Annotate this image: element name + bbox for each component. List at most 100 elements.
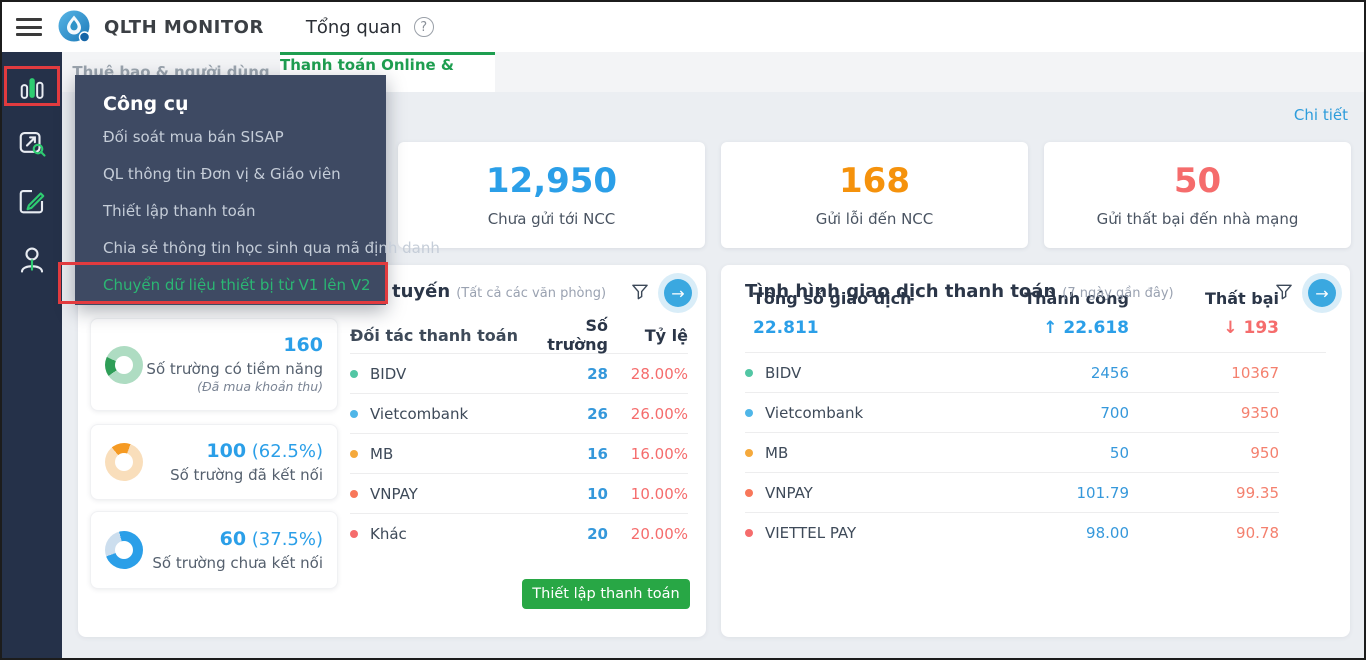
filter-icon[interactable] xyxy=(1274,282,1294,302)
kpi-card-potential-schools: 160 Số trường có tiềm năng (Đã mua khoản… xyxy=(90,318,338,411)
table-row: VNPAY 10 10.00% xyxy=(350,473,688,513)
rate-value: 28.00% xyxy=(630,364,688,383)
header-school-count: Số trường xyxy=(547,316,608,354)
series-dot xyxy=(350,409,358,418)
fail-count: 99.35 xyxy=(1236,483,1279,502)
success-count: 50 xyxy=(1109,443,1129,462)
series-dot xyxy=(745,488,753,497)
success-count: 98.00 xyxy=(1086,524,1129,542)
kpi-label: Số trường đã kết nối xyxy=(170,465,323,484)
table-row: MB 16 16.00% xyxy=(350,433,688,473)
arrow-down-icon: ↓ xyxy=(1223,318,1238,338)
partner-table: Đối tác thanh toán Số trường Tỷ lệ BIDV … xyxy=(350,316,688,553)
kpi-text: 160 Số trường có tiềm năng (Đã mua khoản… xyxy=(143,333,323,396)
arrow-right-icon: → xyxy=(671,283,685,303)
sidebar-item-user-icon[interactable] xyxy=(2,238,62,280)
panel-go-button[interactable]: → xyxy=(664,279,692,307)
tab-payment-online-sms[interactable]: Thanh toán Online & SMS xyxy=(280,52,495,92)
stat-value: 168 xyxy=(839,161,910,202)
table-row: VNPAY 101.79 99.35 xyxy=(745,473,1279,513)
divider xyxy=(745,352,1326,353)
donut-chart-not-connected xyxy=(105,531,143,569)
summary-labels: Tổng số giao dịch Thành công Thất bại xyxy=(721,289,1350,308)
app-title: QLTH MONITOR xyxy=(104,16,264,38)
app-logo xyxy=(58,10,91,43)
stat-label: Gửi thất bại đến nhà mạng xyxy=(1096,209,1299,228)
transactions-panel: Tình hình giao dịch thanh toán (7 ngày gầ… xyxy=(721,265,1350,637)
partner-table-header: Đối tác thanh toán Số trường Tỷ lệ xyxy=(350,316,688,354)
main-content: Chi tiết 12,950 Chưa gửi tới NCC 168 Gửi… xyxy=(62,92,1364,658)
kpi-note: (Đã mua khoản thu) xyxy=(197,379,323,394)
table-row: Vietcombank 26 26.00% xyxy=(350,393,688,433)
kpi-suffix: (37.5%) xyxy=(246,529,323,551)
success-value: 22.618 xyxy=(1063,318,1129,338)
menu-item-share-student-info[interactable]: Chia sẻ thông tin học sinh qua mã định d… xyxy=(103,239,440,257)
fail-value: 193 xyxy=(1243,318,1280,338)
partner-name: VNPAY xyxy=(765,483,813,502)
menu-item-migrate-device-data[interactable]: Chuyển dữ liệu thiết bị từ V1 lên V2 xyxy=(103,276,371,294)
kpi-text: 100 (62.5%) Số trường đã kết nối xyxy=(143,439,323,485)
series-dot xyxy=(350,529,358,538)
kpi-value: 160 xyxy=(283,334,323,357)
fail-count: 950 xyxy=(1250,443,1279,462)
series-dot xyxy=(350,489,358,498)
school-count: 16 xyxy=(587,444,608,463)
hamburger-menu-icon[interactable] xyxy=(16,18,42,36)
kpi-label: Số trường có tiềm năng xyxy=(146,359,323,378)
sidebar-item-bar-chart-icon[interactable] xyxy=(2,67,62,109)
setup-payment-button[interactable]: Thiết lập thanh toán xyxy=(522,579,690,609)
rate-value: 16.00% xyxy=(630,444,688,463)
kpi-label: Số trường chưa kết nối xyxy=(152,553,323,572)
header-partner: Đối tác thanh toán xyxy=(350,325,518,345)
edit-icon xyxy=(19,189,45,214)
rate-value: 26.00% xyxy=(630,404,688,423)
kpi-value: 100 xyxy=(206,440,247,463)
top-bar: QLTH MONITOR Tổng quan ? xyxy=(2,2,1364,52)
school-count: 28 xyxy=(587,364,608,383)
stat-card-error-ncc: 168 Gửi lỗi đến NCC xyxy=(721,142,1028,248)
connection-panel: tuyến (Tất cả các văn phòng) → 160 Số trư… xyxy=(78,265,706,637)
panel-go-button[interactable]: → xyxy=(1308,279,1336,307)
fail-count: 9350 xyxy=(1240,403,1279,422)
panel-header-text: tuyến (Tất cả các văn phòng) xyxy=(392,281,606,302)
filter-icon[interactable] xyxy=(630,282,650,302)
kpi-suffix: (62.5%) xyxy=(246,441,323,463)
partner-name: VIETTEL PAY xyxy=(765,524,857,542)
dropdown-title: Công cụ xyxy=(103,93,189,115)
table-row: VIETTEL PAY 98.00 90.78 xyxy=(745,513,1279,553)
partner-name: MB xyxy=(765,443,789,462)
sidebar-item-export-search-icon[interactable] xyxy=(2,122,62,164)
success-count: 2456 xyxy=(1090,363,1129,382)
panel-subtitle: (Tất cả các văn phòng) xyxy=(456,286,607,301)
kpi-card-connected-schools: 100 (62.5%) Số trường đã kết nối xyxy=(90,424,338,500)
series-dot xyxy=(350,369,358,378)
fail-count: 10367 xyxy=(1231,363,1279,382)
table-row: Vietcombank 700 9350 xyxy=(745,393,1279,433)
fail-count: 90.78 xyxy=(1236,524,1279,542)
menu-item-sisap-reconcile[interactable]: Đối soát mua bán SISAP xyxy=(103,128,284,146)
table-row: MB 50 950 xyxy=(745,433,1279,473)
kpi-value: 60 xyxy=(219,528,247,551)
school-count: 10 xyxy=(587,484,608,503)
help-icon[interactable]: ? xyxy=(413,17,434,37)
detail-link[interactable]: Chi tiết xyxy=(1293,106,1348,124)
stat-value: 50 xyxy=(1173,161,1222,202)
sidebar xyxy=(2,52,62,658)
rate-value: 20.00% xyxy=(630,524,688,543)
menu-item-payment-setup[interactable]: Thiết lập thanh toán xyxy=(103,202,256,220)
stat-card-failed-carrier: 50 Gửi thất bại đến nhà mạng xyxy=(1044,142,1351,248)
partner-name: BIDV xyxy=(370,364,407,383)
arrow-up-icon: ↑ xyxy=(1043,318,1058,338)
rate-value: 10.00% xyxy=(630,484,688,503)
sidebar-item-edit-icon[interactable] xyxy=(2,180,62,222)
series-dot xyxy=(745,448,753,457)
stat-label: Gửi lỗi đến NCC xyxy=(815,209,934,228)
export-search-icon xyxy=(19,131,46,157)
success-count: 700 xyxy=(1100,403,1129,422)
tools-dropdown-menu: Công cụ Đối soát mua bán SISAP QL thông … xyxy=(75,75,440,305)
panel-subtitle: (7 ngày gần đây) xyxy=(1062,286,1174,301)
kpi-card-not-connected-schools: 60 (37.5%) Số trường chưa kết nối xyxy=(90,511,338,589)
panel-title-partial: tuyến xyxy=(392,281,451,302)
menu-item-unit-teacher-info[interactable]: QL thông tin Đơn vị & Giáo viên xyxy=(103,165,341,183)
table-row: BIDV 2456 10367 xyxy=(745,353,1279,393)
